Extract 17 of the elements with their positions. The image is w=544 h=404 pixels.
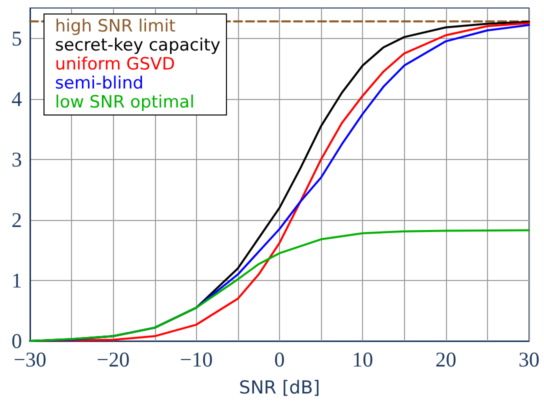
- x-tick-label: −20: [96, 348, 130, 372]
- x-tick-label: −10: [180, 348, 213, 372]
- x-axis-title: SNR [dB]: [239, 378, 320, 398]
- text: low SNR optimal: [55, 92, 194, 112]
- text: semi-blind: [55, 74, 144, 94]
- x-tick-label: 10: [352, 348, 374, 372]
- x-tick-label: 20: [435, 348, 456, 372]
- y-tick-label: 4: [12, 86, 22, 111]
- y-tick-label: 1: [12, 268, 22, 292]
- x-tick-label: 30: [518, 348, 540, 372]
- y-tick-label: 3: [12, 147, 22, 172]
- y-tick-label: 5: [12, 26, 22, 50]
- text: secret-key capacity: [55, 36, 220, 56]
- x-tick-label: 0: [274, 348, 285, 372]
- text: uniform GSVD: [55, 54, 175, 74]
- y-tick-label: 2: [12, 208, 22, 232]
- series-label: high SNR limit: [55, 16, 176, 36]
